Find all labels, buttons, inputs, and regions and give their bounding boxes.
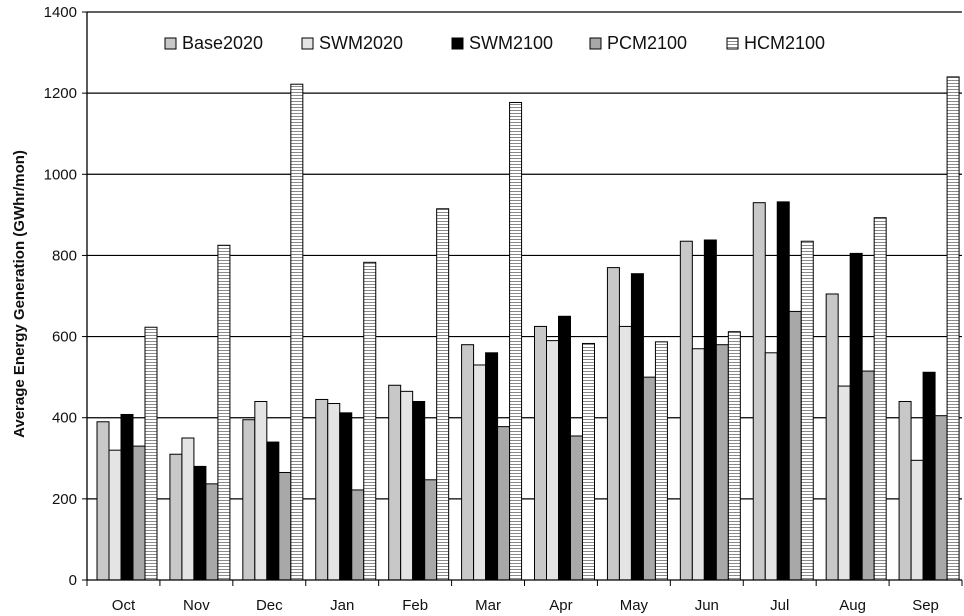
bar-hcm2100-dec xyxy=(290,83,304,581)
x-tick-label: Jun xyxy=(695,597,719,614)
bar-hcm2100-mar xyxy=(509,101,523,581)
gridlines xyxy=(87,11,962,500)
bar-base2020-oct xyxy=(96,421,110,581)
x-tick-label: Feb xyxy=(402,597,428,614)
bar-pcm2100-jun xyxy=(715,344,729,581)
bar-pcm2100-jan xyxy=(351,489,365,581)
bar-base2020-sep xyxy=(898,400,912,581)
bar-hcm2100-may xyxy=(654,341,668,581)
bar-base2020-jan xyxy=(315,398,329,581)
bar-pcm2100-nov xyxy=(205,483,219,581)
legend-label-hcm2100: HCM2100 xyxy=(744,33,825,53)
legend-swatch-base2020 xyxy=(164,37,177,50)
bar-hcm2100-feb xyxy=(436,208,450,581)
bar-base2020-may xyxy=(606,267,620,581)
bar-pcm2100-aug xyxy=(861,370,875,581)
x-tick-label: Dec xyxy=(256,597,283,614)
bar-swm2100-mar xyxy=(485,352,499,581)
legend: Base2020 SWM2020 SWM2100 PCM2100 HCM2100 xyxy=(164,33,825,53)
bar-swm2100-jan xyxy=(339,412,353,581)
x-tick-label: Jul xyxy=(770,597,789,614)
x-tick-label: Apr xyxy=(549,597,572,614)
bar-hcm2100-nov xyxy=(217,244,231,581)
bar-base2020-jun xyxy=(679,240,693,581)
y-tick-label: 0 xyxy=(69,572,77,589)
bar-swm2020-dec xyxy=(254,400,268,581)
bar-hcm2100-aug xyxy=(873,217,887,581)
x-tick-label: Jan xyxy=(330,597,354,614)
bar-base2020-jul xyxy=(752,202,766,581)
bar-pcm2100-feb xyxy=(424,479,438,581)
bar-swm2020-apr xyxy=(546,340,559,581)
bar-swm2020-jan xyxy=(327,403,341,581)
y-axis-title: Average Energy Generation (GWhr/mon) xyxy=(11,150,28,438)
bar-hcm2100-jul xyxy=(800,240,814,581)
bar-pcm2100-apr xyxy=(570,435,583,581)
legend-label-swm2100: SWM2100 xyxy=(469,33,553,53)
bar-swm2020-may xyxy=(618,325,632,581)
bar-swm2100-aug xyxy=(849,252,863,581)
bar-swm2100-sep xyxy=(922,371,936,581)
x-tick-label: May xyxy=(620,597,649,614)
y-tick-label: 600 xyxy=(52,329,77,346)
y-tick-labels: 0 200 400 600 800 1000 1200 1400 xyxy=(44,4,77,589)
x-tick-label: Aug xyxy=(839,597,866,614)
bar-hcm2100-jun xyxy=(727,331,741,581)
x-tick-label: Nov xyxy=(183,597,210,614)
bar-swm2020-oct xyxy=(108,449,122,581)
bar-swm2020-feb xyxy=(400,390,414,581)
bar-hcm2100-apr xyxy=(582,342,595,581)
bar-swm2020-nov xyxy=(181,437,195,581)
bar-swm2020-jun xyxy=(691,348,705,581)
bar-swm2100-nov xyxy=(193,465,207,581)
bar-swm2100-apr xyxy=(558,315,571,581)
legend-swatch-hcm2100 xyxy=(726,37,739,50)
bar-base2020-mar xyxy=(461,344,475,581)
y-tick-label: 800 xyxy=(52,247,77,264)
legend-label-swm2020: SWM2020 xyxy=(319,33,403,53)
bar-swm2100-oct xyxy=(120,413,134,581)
y-tick-label: 1400 xyxy=(44,4,77,21)
bar-hcm2100-sep xyxy=(946,76,960,581)
bar-base2020-dec xyxy=(242,419,256,581)
bar-base2020-aug xyxy=(825,293,839,581)
bar-swm2020-sep xyxy=(910,459,924,581)
bar-pcm2100-mar xyxy=(497,426,511,581)
y-tick-label: 400 xyxy=(52,410,77,427)
x-tick-label: Sep xyxy=(912,597,939,614)
bar-hcm2100-oct xyxy=(144,326,158,581)
legend-label-base2020: Base2020 xyxy=(182,33,263,53)
bar-hcm2100-jan xyxy=(363,261,377,581)
bar-pcm2100-jul xyxy=(788,310,802,581)
bar-base2020-nov xyxy=(169,453,183,581)
bar-swm2020-mar xyxy=(473,364,487,581)
x-tick-label: Mar xyxy=(475,597,501,614)
bar-swm2100-dec xyxy=(266,441,280,581)
bar-pcm2100-sep xyxy=(934,415,948,581)
bar-pcm2100-dec xyxy=(278,471,292,581)
bar-swm2020-jul xyxy=(764,352,778,581)
y-tick-label: 1200 xyxy=(44,85,77,102)
bar-pcm2100-may xyxy=(642,376,656,581)
bars xyxy=(96,76,960,581)
bar-swm2020-aug xyxy=(837,385,851,581)
bar-pcm2100-oct xyxy=(132,445,146,581)
x-tick-labels: Oct Nov Dec Jan Feb Mar Apr May Jun Jul Aug Sep xyxy=(112,597,939,614)
legend-label-pcm2100: PCM2100 xyxy=(607,33,687,53)
legend-swatch-swm2100 xyxy=(451,37,464,50)
axes xyxy=(82,11,963,586)
bar-swm2100-feb xyxy=(412,400,426,581)
bar-base2020-apr xyxy=(534,325,547,581)
y-tick-label: 200 xyxy=(52,491,77,508)
bar-swm2100-jun xyxy=(703,239,717,581)
x-tick-label: Oct xyxy=(112,597,136,614)
bar-swm2100-jul xyxy=(776,201,790,581)
y-tick-label: 1000 xyxy=(44,166,77,183)
bar-base2020-feb xyxy=(388,384,402,581)
bar-swm2100-may xyxy=(630,273,644,581)
legend-swatch-pcm2100 xyxy=(589,37,602,50)
legend-swatch-swm2020 xyxy=(301,37,314,50)
